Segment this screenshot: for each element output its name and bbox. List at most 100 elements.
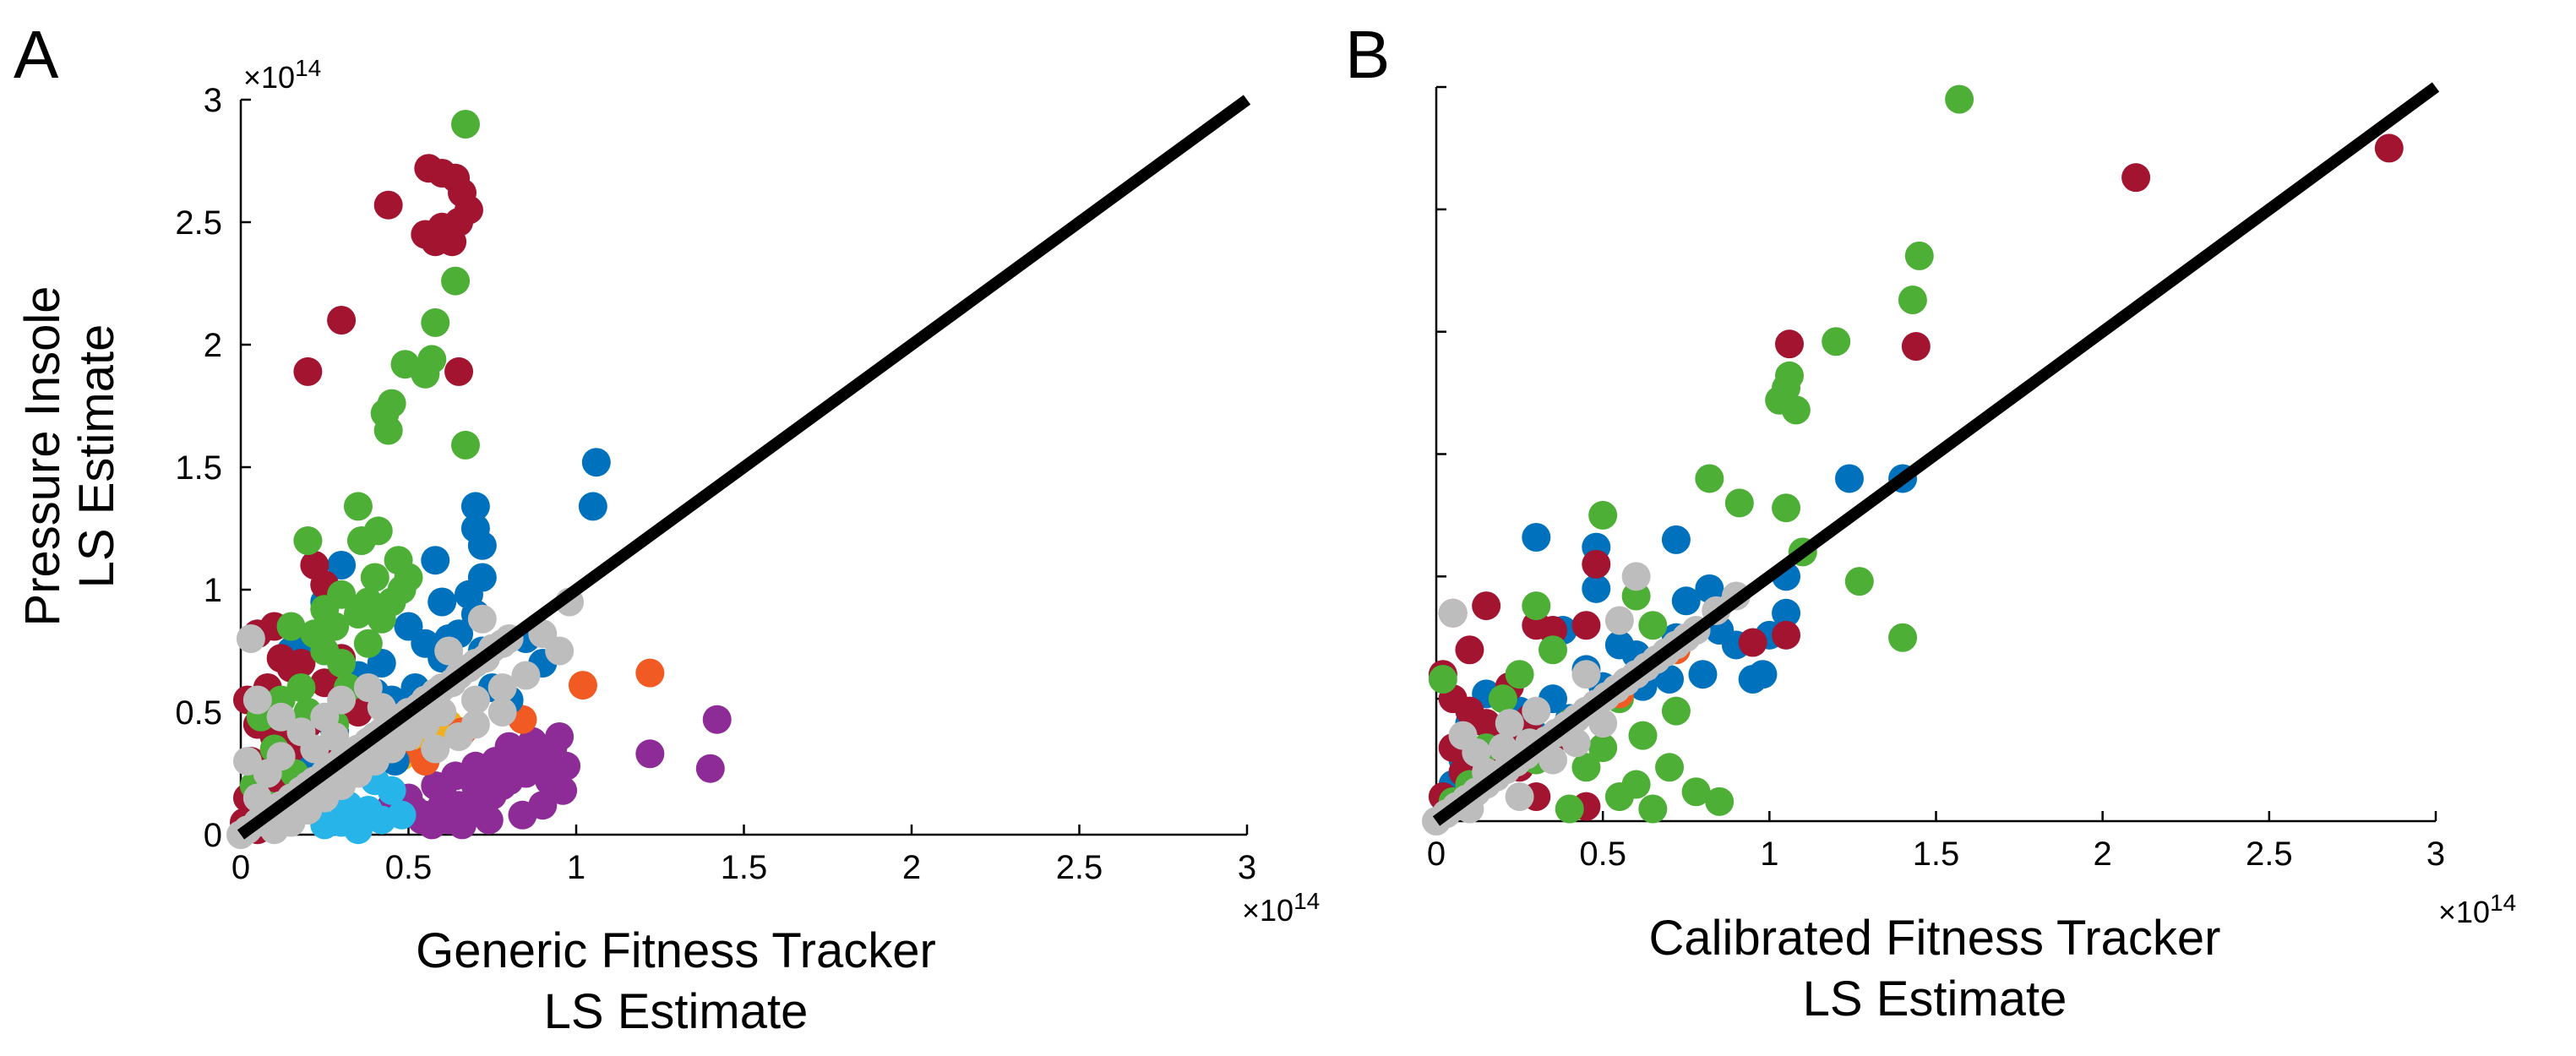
panel-a-y-tick-label: 3	[204, 82, 222, 119]
panel-b-point-blue	[1738, 664, 1767, 694]
panel-a-point-gray	[266, 702, 296, 732]
panel-a-point-blue	[428, 587, 457, 617]
panel-a-point-blue	[581, 448, 611, 477]
panel-b-point-gray	[1505, 782, 1534, 812]
panel-a-point-gray	[327, 685, 357, 715]
panel-a-point-purple	[518, 727, 547, 756]
panel-a-point-blue	[411, 629, 440, 658]
panel-a-point-purple	[474, 805, 504, 835]
panel-b-point-green	[1695, 464, 1724, 493]
panel-a-point-red	[444, 357, 474, 386]
panel-a-ylabel: Pressure Insole LS Estimate	[15, 286, 124, 627]
panel-b-point-green	[1555, 794, 1584, 824]
panel-b-xlabel-line1: Calibrated Fitness Tracker	[1649, 911, 2221, 966]
panel-b-point-green	[1505, 660, 1534, 689]
panel-b-x-tick-label: 1	[1760, 836, 1778, 873]
panel-a-point-blue	[421, 546, 450, 575]
panel-a-point-purple	[545, 722, 575, 751]
panel-b-point-green	[1705, 787, 1735, 816]
panel-a-point-green	[353, 629, 383, 658]
panel-a-point-red	[327, 306, 357, 335]
panel-a-point-gray	[511, 661, 541, 690]
panel-a-point-gray	[367, 693, 396, 722]
panel-a-point-green	[450, 110, 480, 139]
panel-a-y-tick-label: 0.5	[175, 694, 222, 732]
panel-b-point-green	[1772, 493, 1801, 523]
panel-b-xlabel-line2: LS Estimate	[1803, 972, 2067, 1026]
panel-a-points	[226, 110, 732, 849]
panel-a-point-orange	[635, 658, 665, 688]
panel-a-point-gray	[434, 636, 464, 666]
panel-a-point-green	[394, 563, 423, 592]
panel-a-point-orange	[568, 671, 597, 700]
panel-b-points	[1422, 84, 2404, 836]
panel-a-point-green	[293, 526, 323, 555]
panel-b-point-green	[1588, 500, 1618, 530]
panel-a-point-purple	[508, 800, 537, 830]
panel-a-xlabel-line2: LS Estimate	[544, 984, 809, 1039]
panel-a-point-green	[310, 595, 340, 624]
panel-b-point-blue	[1522, 522, 1551, 552]
panel-a-point-green	[411, 359, 440, 389]
panel-b-point-green	[1571, 753, 1601, 782]
panel-a-point-red	[293, 357, 323, 386]
panel-a-point-blue	[467, 531, 497, 560]
panel-b-x-tick-label: 0	[1427, 836, 1446, 873]
panel-b-point-red	[1901, 332, 1931, 362]
panel-b-point-green	[1844, 567, 1874, 596]
panel-b-point-green	[1588, 733, 1618, 763]
panel-a-ylabel-line1: Pressure Insole	[15, 286, 70, 627]
panel-a-x-tick-label: 1.5	[721, 849, 768, 886]
panel-b-point-red	[2374, 133, 2404, 163]
panel-b-point-gray	[1488, 733, 1517, 763]
panel-b-point-gray	[1438, 598, 1468, 628]
panel-b-point-green	[1898, 286, 1927, 315]
panel-a-ylabel-line2: LS Estimate	[69, 324, 124, 589]
panel-a-point-green	[421, 308, 450, 337]
panel-b-x-tick-label: 3	[2426, 836, 2445, 873]
panel-a-y-tick-label: 1.5	[175, 449, 222, 487]
panel-b-point-blue	[1604, 630, 1634, 660]
panel-a-point-purple	[635, 739, 665, 769]
panel-b-point-green	[1638, 794, 1668, 824]
panel-a-point-red	[286, 649, 316, 678]
panel-b-point-red	[1455, 635, 1484, 665]
panel-a-x-tick-label: 0	[231, 849, 250, 886]
panel-a-x-multiplier: ×1014	[1242, 888, 1320, 928]
panel-b-point-green	[1888, 623, 1918, 652]
panel-a-x-tick-label: 1	[567, 849, 585, 886]
panel-b-point-gray	[1495, 709, 1524, 738]
panel-a-point-red	[373, 190, 403, 220]
panel-b-point-green	[1522, 591, 1551, 621]
panel-a-point-cyan	[343, 815, 373, 845]
panel-a-point-gray	[460, 685, 490, 715]
panel-b-point-green	[1488, 684, 1517, 714]
panel-a-point-gray	[266, 742, 296, 771]
panel-b-point-gray	[1561, 728, 1591, 758]
panel-b-point-green	[1661, 696, 1691, 726]
panel-b-point-red	[1774, 329, 1804, 359]
panel-b-point-green	[1904, 241, 1934, 270]
panel-a-point-purple	[702, 705, 732, 734]
panel-b-point-red	[1472, 591, 1501, 621]
panel-a-y-tick-label: 0	[204, 817, 222, 854]
panel-b-x-tick-label: 1.5	[1913, 836, 1960, 873]
panel-a-x-tick-label: 2.5	[1056, 849, 1103, 886]
panel-b-point-blue	[1688, 660, 1718, 689]
panel-b-point-blue	[1834, 464, 1864, 493]
panel-b-point-red	[1772, 620, 1801, 650]
panel-a-x-tick-label: 3	[1238, 849, 1256, 886]
panel-b-point-gray	[1621, 562, 1651, 591]
panel-b-x-multiplier: ×1014	[2438, 890, 2516, 929]
panel-b-letter: B	[1345, 17, 1390, 92]
panel-a-letter: A	[14, 17, 59, 92]
panel-a-point-green	[373, 416, 403, 445]
panel-b-point-green	[1628, 721, 1658, 750]
panel-a-point-gray	[242, 685, 272, 715]
panel-a-x-tick-label: 2	[902, 849, 921, 886]
panel-a-point-purple	[448, 810, 477, 840]
panel-b-point-green	[1655, 753, 1685, 782]
panel-b-point-gray	[1571, 660, 1601, 689]
panel-b-point-red	[1582, 549, 1611, 579]
panel-a-point-purple	[428, 791, 457, 820]
